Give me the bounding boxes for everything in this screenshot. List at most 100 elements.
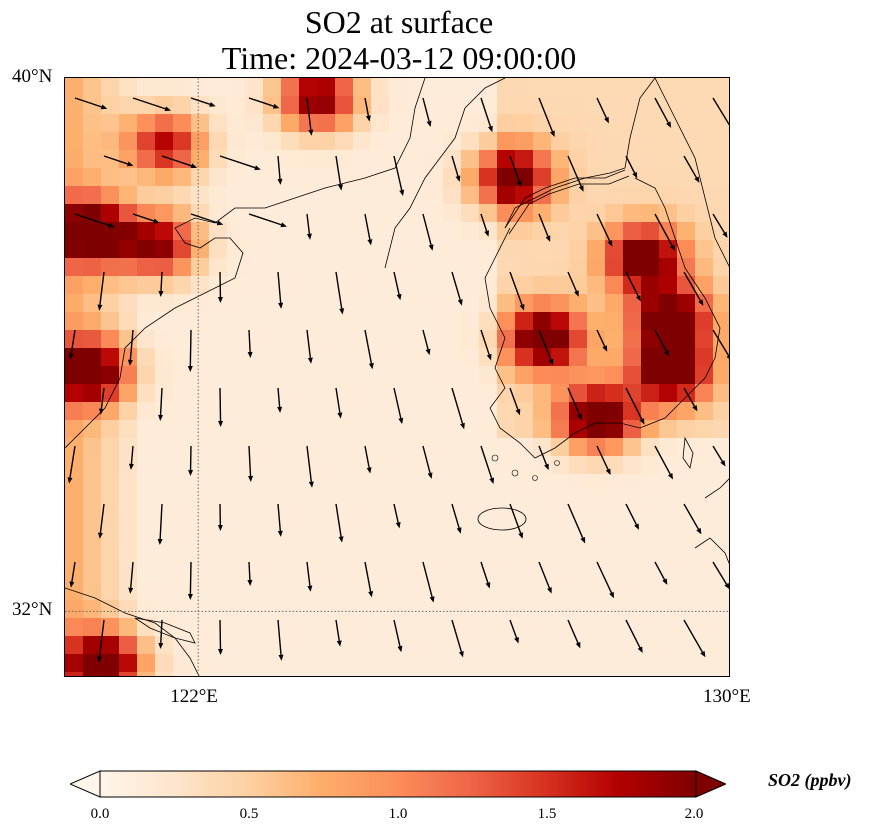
so2-cell [569, 132, 588, 151]
so2-cell [209, 204, 228, 223]
so2-cell [245, 204, 264, 223]
so2-cell [677, 222, 696, 241]
so2-cell [551, 420, 570, 439]
wind-arrow [538, 561, 552, 594]
so2-cell [461, 456, 480, 475]
so2-cell [155, 312, 174, 331]
so2-cell [83, 168, 102, 187]
so2-cell [641, 150, 660, 169]
so2-cell [227, 510, 246, 529]
so2-cell [101, 222, 120, 241]
so2-cell [515, 150, 534, 169]
so2-cell [119, 474, 138, 493]
so2-cell [533, 384, 552, 403]
so2-cell [659, 636, 678, 655]
so2-cell [623, 510, 642, 529]
so2-cell [65, 420, 84, 439]
so2-cell [209, 510, 228, 529]
so2-cell [641, 582, 660, 601]
so2-cell [119, 438, 138, 457]
so2-cell [191, 456, 210, 475]
so2-cell [371, 204, 390, 223]
so2-cell [407, 294, 426, 313]
so2-cell [497, 186, 516, 205]
so2-cell [407, 672, 426, 676]
so2-cell [281, 384, 300, 403]
so2-cell [371, 132, 390, 151]
so2-cell [407, 618, 426, 637]
so2-cell [479, 240, 498, 259]
so2-cell [191, 546, 210, 565]
so2-cell [353, 312, 372, 331]
so2-cell [353, 168, 372, 187]
so2-cell [335, 258, 354, 277]
so2-cell [353, 636, 372, 655]
so2-cell [155, 600, 174, 619]
wind-arrow [509, 271, 525, 311]
so2-cell [533, 168, 552, 187]
so2-cell [245, 312, 264, 331]
so2-cell [605, 330, 624, 349]
so2-cell [497, 258, 516, 277]
so2-cell [371, 96, 390, 115]
so2-cell [443, 114, 462, 133]
so2-cell [191, 528, 210, 547]
so2-cell [443, 510, 462, 529]
so2-cell [659, 546, 678, 565]
so2-cell [353, 276, 372, 295]
so2-cell [515, 348, 534, 367]
wind-arrow [567, 271, 579, 297]
lon-tick-130e: 130°E [703, 686, 751, 707]
so2-cell [569, 600, 588, 619]
so2-cell [695, 276, 714, 295]
so2-cell [479, 78, 498, 97]
so2-cell [389, 654, 408, 673]
so2-cell [515, 582, 534, 601]
so2-cell [677, 186, 696, 205]
so2-cell [335, 564, 354, 583]
so2-cell [659, 132, 678, 151]
wind-arrow [364, 561, 374, 598]
so2-cell [227, 150, 246, 169]
so2-cell [713, 636, 729, 655]
so2-cell [371, 312, 390, 331]
so2-cell [281, 654, 300, 673]
so2-cell [299, 150, 318, 169]
so2-cell [335, 636, 354, 655]
so2-cell [407, 240, 426, 259]
so2-cell [209, 654, 228, 673]
so2-cell [371, 276, 390, 295]
wind-arrow [69, 561, 76, 588]
wind-arrow [654, 561, 668, 585]
so2-cell [389, 348, 408, 367]
so2-cell [209, 636, 228, 655]
so2-cell [515, 600, 534, 619]
so2-cell [515, 132, 534, 151]
so2-cell [461, 564, 480, 583]
so2-cell [425, 168, 444, 187]
wind-arrow [567, 619, 581, 649]
so2-cell [605, 510, 624, 529]
so2-cell [551, 96, 570, 115]
wind-arrow [74, 213, 115, 228]
so2-cell [191, 96, 210, 115]
so2-cell [713, 330, 729, 349]
so2-cell [551, 240, 570, 259]
so2-cell [245, 564, 264, 583]
wind-arrow [306, 561, 313, 592]
wind-arrow [538, 445, 549, 471]
so2-cell [371, 330, 390, 349]
so2-cell [353, 204, 372, 223]
so2-cell [587, 312, 606, 331]
so2-cell [479, 96, 498, 115]
so2-cell [155, 186, 174, 205]
so2-cell [317, 348, 336, 367]
so2-cell [533, 366, 552, 385]
so2-cell [587, 654, 606, 673]
so2-cell [245, 276, 264, 295]
so2-cell [569, 366, 588, 385]
so2-cell [65, 294, 84, 313]
wind-arrow [451, 155, 461, 182]
so2-cell [695, 420, 714, 439]
so2-cell [605, 672, 624, 676]
